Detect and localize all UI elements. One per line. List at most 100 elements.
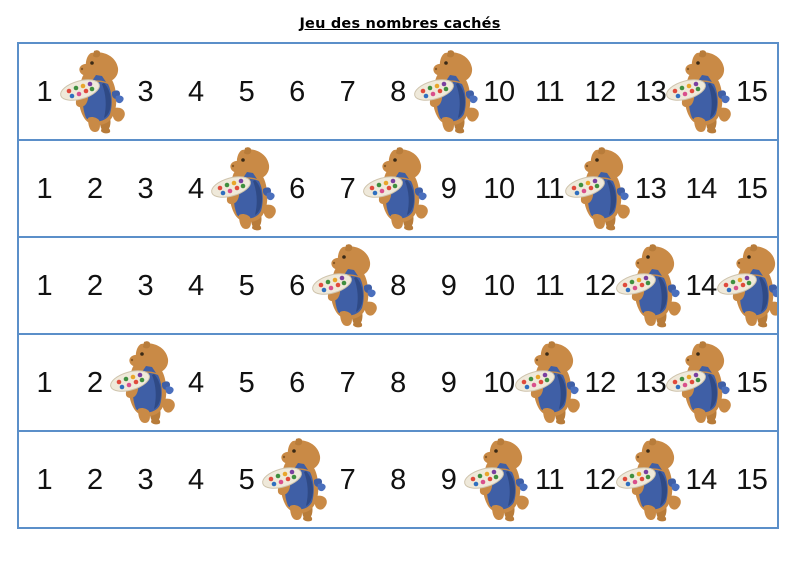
number-cell[interactable]: 5 — [221, 432, 272, 527]
number-cell[interactable]: 10 — [474, 44, 525, 139]
number-cell[interactable]: 3 — [120, 432, 171, 527]
number-cell[interactable]: 4 — [171, 335, 222, 430]
number-label: 11 — [535, 270, 565, 302]
number-cell[interactable]: 10 — [474, 335, 525, 430]
number-cell[interactable]: 14 — [676, 432, 727, 527]
number-cell[interactable]: 12 — [575, 44, 626, 139]
number-cell[interactable]: 1 — [19, 335, 70, 430]
number-cell[interactable]: 1 — [19, 141, 70, 236]
number-cell[interactable]: 1 — [19, 238, 70, 333]
number-cell[interactable]: 14 — [666, 335, 731, 430]
number-cell[interactable]: 12 — [575, 335, 626, 430]
number-label: 1 — [36, 270, 53, 302]
number-cell[interactable]: 2 — [70, 141, 121, 236]
number-label: 9 — [440, 270, 457, 302]
number-label: 5 — [238, 76, 255, 108]
number-cell[interactable]: 6 — [272, 335, 323, 430]
number-cell[interactable]: 14 — [666, 44, 731, 139]
number-cell[interactable]: 15 — [726, 432, 777, 527]
number-cell[interactable]: 13 — [625, 335, 676, 430]
number-row: 1234567 — [19, 238, 777, 335]
number-cell[interactable]: 1 — [19, 432, 70, 527]
number-cell[interactable]: 11 — [524, 44, 575, 139]
number-cell[interactable]: 7 — [312, 238, 378, 333]
number-cell[interactable]: 8 — [373, 335, 424, 430]
number-cell[interactable]: 4 — [171, 238, 222, 333]
number-cell[interactable]: 12 — [575, 432, 626, 527]
number-label: 1 — [36, 367, 53, 399]
number-cell[interactable]: 11 — [524, 432, 575, 527]
number-cell[interactable]: 9 — [423, 238, 474, 333]
number-cell[interactable]: 4 — [171, 44, 222, 139]
number-cell[interactable]: 7 — [322, 432, 373, 527]
number-label: 13 — [635, 173, 667, 205]
number-cell[interactable]: 15 — [716, 238, 777, 333]
number-cell[interactable]: 3 — [120, 238, 171, 333]
number-cell[interactable]: 7 — [322, 141, 373, 236]
number-cell[interactable]: 3 — [110, 335, 176, 430]
number-cell[interactable]: 11 — [524, 141, 575, 236]
number-cell[interactable]: 7 — [322, 44, 373, 139]
number-label: 8 — [390, 367, 406, 399]
number-label: 10 — [483, 76, 515, 108]
number-cell[interactable]: 10 — [474, 238, 525, 333]
number-label: 1 — [36, 76, 53, 108]
number-cell[interactable]: 5 — [211, 141, 277, 236]
number-cell[interactable]: 13 — [615, 238, 681, 333]
number-cell[interactable]: 13 — [625, 44, 676, 139]
number-label: 9 — [440, 464, 457, 496]
number-cell[interactable]: 15 — [726, 335, 777, 430]
number-cell[interactable]: 8 — [373, 44, 424, 139]
number-label: 15 — [736, 367, 768, 399]
number-cell[interactable]: 2 — [59, 44, 125, 139]
number-cell[interactable]: 11 — [514, 335, 580, 430]
number-cell[interactable]: 2 — [70, 335, 121, 430]
number-cell[interactable]: 2 — [70, 238, 121, 333]
number-cell[interactable]: 9 — [423, 432, 474, 527]
number-cell[interactable]: 12 — [565, 141, 630, 236]
number-label: 13 — [635, 76, 667, 108]
number-cell[interactable]: 11 — [524, 238, 575, 333]
number-label: 5 — [238, 367, 255, 399]
number-cell[interactable]: 13 — [615, 432, 681, 527]
number-cell[interactable]: 1 — [19, 44, 70, 139]
number-cell[interactable]: 8 — [373, 238, 424, 333]
number-cell[interactable]: 14 — [676, 141, 727, 236]
number-cell[interactable]: 8 — [373, 432, 424, 527]
number-cell[interactable]: 6 — [272, 238, 323, 333]
number-cell[interactable]: 9 — [413, 44, 479, 139]
number-cell[interactable]: 8 — [363, 141, 428, 236]
number-label: 7 — [339, 173, 356, 205]
number-cell[interactable]: 10 — [474, 141, 525, 236]
number-cell[interactable]: 5 — [221, 44, 272, 139]
number-cell[interactable]: 14 — [676, 238, 727, 333]
number-cell[interactable]: 10 — [464, 432, 529, 527]
number-label: 11 — [535, 464, 565, 496]
number-cell[interactable]: 6 — [262, 432, 327, 527]
number-label: 11 — [535, 76, 565, 108]
number-cell[interactable]: 5 — [221, 335, 272, 430]
number-label: 3 — [137, 173, 154, 205]
number-cell[interactable]: 3 — [120, 44, 171, 139]
number-cell[interactable]: 9 — [423, 141, 474, 236]
number-cell[interactable]: 12 — [575, 238, 626, 333]
number-cell[interactable]: 6 — [272, 141, 323, 236]
number-cell[interactable]: 4 — [171, 432, 222, 527]
number-cell[interactable]: 15 — [726, 141, 777, 236]
number-label: 11 — [535, 173, 565, 205]
number-cell[interactable]: 7 — [322, 335, 373, 430]
number-cell[interactable]: 3 — [120, 141, 171, 236]
number-row: 12 — [19, 44, 777, 141]
number-label: 9 — [440, 173, 457, 205]
number-cell[interactable]: 15 — [726, 44, 777, 139]
number-cell[interactable]: 2 — [70, 432, 121, 527]
number-label: 3 — [137, 270, 154, 302]
number-cell[interactable]: 6 — [272, 44, 323, 139]
number-grid: 12 — [17, 42, 779, 529]
number-cell[interactable]: 4 — [171, 141, 222, 236]
number-cell[interactable]: 9 — [423, 335, 474, 430]
number-label: 1 — [36, 173, 53, 205]
number-cell[interactable]: 5 — [221, 238, 272, 333]
number-cell[interactable]: 13 — [625, 141, 676, 236]
number-label: 8 — [390, 270, 406, 302]
